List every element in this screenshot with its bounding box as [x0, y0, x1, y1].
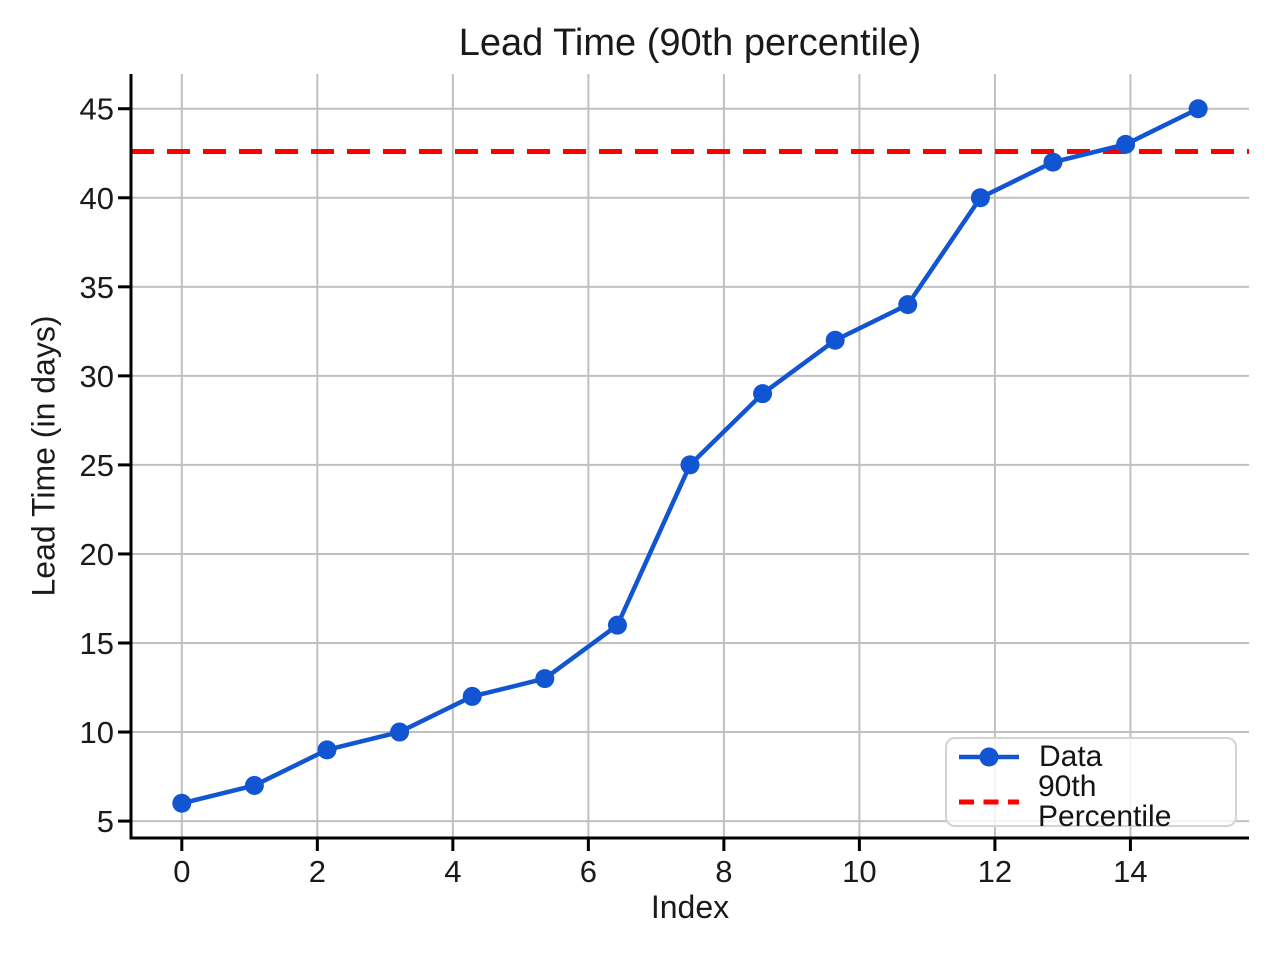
y-tick-label: 25 — [80, 448, 114, 483]
data-series-sample-icon — [959, 747, 1019, 767]
x-tick-label: 0 — [173, 854, 190, 889]
data-point-marker — [317, 740, 337, 760]
y-tick-label: 5 — [97, 804, 114, 839]
data-point-marker — [244, 775, 264, 795]
chart-title: Lead Time (90th percentile) — [458, 22, 922, 64]
legend: Data 90th Percentile — [945, 737, 1237, 832]
data-point-marker — [1116, 134, 1136, 154]
data-point-marker — [1188, 99, 1208, 119]
y-axis-label: Lead Time (in days) — [25, 315, 62, 597]
x-tick-label: 10 — [842, 854, 876, 889]
data-point-marker — [898, 295, 918, 315]
y-tick-label: 20 — [80, 537, 114, 572]
x-tick-label: 2 — [309, 854, 326, 889]
data-point-marker — [390, 722, 410, 742]
percentile-line-sample-icon — [959, 799, 1019, 805]
legend-item-data: Data — [957, 742, 1235, 772]
data-point-marker — [970, 188, 990, 208]
y-tick-label: 15 — [80, 626, 114, 661]
data-point-marker — [1043, 152, 1063, 172]
data-point-marker — [753, 384, 773, 404]
x-tick-label: 8 — [715, 854, 732, 889]
y-tick-label: 10 — [80, 715, 114, 750]
legend-label-data: Data — [1039, 740, 1103, 773]
x-tick-label: 6 — [580, 854, 597, 889]
data-point-marker — [172, 793, 192, 813]
legend-item-percentile: 90th Percentile — [957, 772, 1235, 832]
y-tick-label: 30 — [80, 359, 114, 394]
x-tick-label: 12 — [978, 854, 1012, 889]
y-tick-label: 40 — [80, 181, 114, 216]
x-tick-label: 14 — [1113, 854, 1147, 889]
data-point-marker — [680, 455, 700, 475]
data-point-marker — [607, 615, 627, 635]
data-point-marker — [535, 669, 555, 689]
data-point-marker — [462, 686, 482, 706]
x-tick-label: 4 — [444, 854, 461, 889]
legend-label-percentile: 90th Percentile — [1038, 770, 1172, 833]
y-tick-label: 35 — [80, 270, 114, 305]
data-point-marker — [825, 330, 845, 350]
x-axis-label: Index — [650, 889, 730, 925]
y-tick-label: 45 — [80, 92, 114, 127]
data-series-sample-marker — [979, 747, 999, 767]
